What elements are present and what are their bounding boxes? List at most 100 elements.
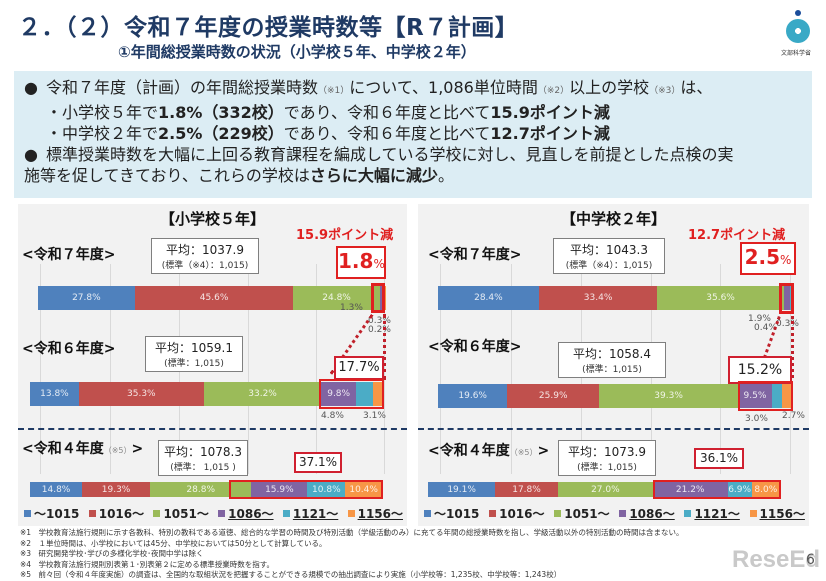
segment-1156: 10.4%: [345, 482, 382, 497]
footnotes: ※1 学校教育法施行規則に示す各教科、特別の教科である道徳、総合的な学習の時間及…: [20, 528, 683, 581]
year-label-r4: <令和４年度（※5）>: [22, 441, 144, 457]
footnote: ※2 １単位時間は、小学校においては45分、中学校においては50分として計算して…: [20, 538, 327, 548]
segment-1016: 17.8%: [495, 482, 558, 497]
dashed-separator: [418, 428, 809, 430]
legend-swatch-icon: [554, 510, 562, 517]
segment-1086: [379, 286, 385, 310]
segment-1086: 9.5%: [738, 384, 772, 408]
highlight-box-r6: [319, 379, 384, 409]
segment-1016: 25.9%: [507, 384, 600, 408]
highlight-box-r4: [653, 480, 781, 499]
legend-swatch-icon: [24, 510, 31, 517]
bullet-icon: ●: [24, 78, 38, 97]
average-box-r7: 平均：1037.9 (標準（※4）：1,015): [151, 238, 259, 274]
logo-text: 文部科学省: [781, 50, 812, 57]
highlight-box-r4: [229, 480, 383, 499]
segment-1051: 28.8%: [150, 482, 252, 497]
segment-1156: 8.0%: [751, 482, 780, 497]
segment-1121: 6.9%: [727, 482, 752, 497]
legend-item: 1086～: [218, 505, 274, 522]
bar-r4: 14.8% 19.3% 28.8% 15.9% 10.8% 10.4%: [30, 482, 382, 497]
highlight-box-r6: [738, 381, 793, 411]
legend-item: ～1015: [424, 505, 479, 522]
year-label-r6: <令和６年度>: [428, 339, 522, 355]
summary-line-5: 施等を促してきており、これらの学校はさらに大幅に減少。: [24, 166, 454, 185]
footnote: ※5 前々回（令和４年度実施）の調査は、全国的な取組状況を把握することができる規…: [20, 570, 562, 579]
highlight-total-r7: 2.5%: [740, 242, 796, 275]
segment-1051: 33.2%: [203, 382, 322, 406]
legend-swatch-icon: [88, 510, 96, 517]
segment-upto-1015: 28.4%: [438, 286, 539, 310]
segment-upto-1015: 13.8%: [30, 382, 79, 406]
legend-swatch-icon: [489, 510, 497, 517]
segment-1051: 24.8%: [293, 286, 380, 310]
legend-item: 1051～: [554, 505, 610, 522]
segment-upto-1015: 27.8%: [38, 286, 135, 310]
legend-swatch-icon: [347, 510, 355, 517]
highlight-total-r7: 1.8%: [336, 246, 386, 279]
footnote: ※4 学校教育法施行規則別表第１･別表第２に定める標準授業時数を指す。: [20, 559, 275, 569]
bullet-icon: ●: [24, 145, 38, 164]
connector-dotted-line: [383, 314, 386, 380]
legend-item: 1121～: [282, 505, 338, 522]
summary-line-3: ・中学校２年で2.5%（229校）であり、令和６年度と比べて12.7ポイント減: [46, 124, 610, 143]
segment-1156: [782, 384, 792, 408]
legend-swatch-icon: [749, 510, 757, 517]
average-box-r4: 平均：1073.9 (標準：1,015): [558, 440, 656, 476]
point-drop-label: 12.7ポイント減: [688, 228, 786, 243]
segment-1086: 21.2%: [652, 482, 728, 497]
point-drop-label: 15.9ポイント減: [296, 228, 394, 243]
legend-item: 1156～: [347, 505, 403, 522]
panel-title: 【小学校５年】: [159, 210, 265, 228]
segment-1016: 45.6%: [134, 286, 294, 310]
legend-swatch-icon: [424, 510, 431, 517]
summary-line-2: ・小学校５年で1.8%（332校）であり、令和６年度と比べて15.9ポイント減: [46, 103, 610, 122]
panel-title: 【中学校２年】: [560, 210, 666, 228]
average-box-r6: 平均：1059.1 (標準：1,015): [145, 336, 243, 372]
page-number: 6: [806, 552, 815, 568]
bar-r4: 19.1% 17.8% 27.0% 21.2% 6.9% 8.0%: [428, 482, 780, 497]
year-label-r7: <令和７年度>: [428, 247, 522, 263]
bar-r6: 13.8% 35.3% 33.2% 9.8%: [30, 382, 384, 406]
legend-item: 1086～: [619, 505, 675, 522]
summary-box: ● 令和７年度（計画）の年間総授業時数（※1）について、1,086単位時間（※2）…: [14, 71, 812, 198]
segment-upto-1015: 19.1%: [428, 482, 496, 497]
chart-legend: ～1015 1016～ 1051～ 1086～ 1121～ 1156～: [424, 505, 805, 522]
average-box-r4: 平均：1078.3 (標準： 1,015 ): [158, 440, 248, 476]
chart-legend: ～1015 1016～ 1051～ 1086～ 1121～ 1156～: [24, 505, 403, 522]
legend-swatch-icon: [619, 510, 627, 517]
logo-circle-icon: [786, 19, 810, 43]
legend-item: 1016～: [489, 505, 545, 522]
segment-1156: [385, 286, 386, 310]
footnote: ※1 学校教育法施行規則に示す各教科、特別の教科である道徳、総合的な学習の時間及…: [20, 528, 684, 537]
segment-upto-1015: 19.6%: [438, 384, 508, 408]
highlight-box-r7: [371, 283, 385, 313]
summary-line-1: ● 令和７年度（計画）の年間総授業時数（※1）について、1,086単位時間（※2）…: [24, 78, 713, 97]
highlight-total-r4: 37.1%: [294, 452, 342, 473]
highlight-total-r6: 17.7%: [334, 356, 384, 380]
bar-r7: 27.8% 45.6% 24.8%: [38, 286, 386, 310]
average-box-r7: 平均：1043.3 (標準（※4）：1,015): [553, 238, 665, 274]
legend-item: ～1015: [24, 505, 79, 522]
year-label-r6: <令和６年度>: [22, 341, 116, 357]
segment-upto-1015: 14.8%: [30, 482, 83, 497]
summary-line-4: ● 標準授業時数を大幅に上回る教育課程を編成している学校に対し、見直しを前提とした…: [24, 145, 734, 164]
highlight-total-r4: 36.1%: [694, 448, 744, 469]
segment-1016: 33.4%: [538, 286, 658, 310]
segment-1051: 35.6%: [657, 286, 784, 310]
highlight-box-r7: [779, 283, 794, 314]
segment-1156: [372, 382, 384, 406]
page-subtitle: ①年間総授業時数の状況（小学校５年、中学校２年）: [118, 43, 476, 61]
segment-1016: 35.3%: [78, 382, 204, 406]
highlight-total-r6: 15.2%: [728, 356, 792, 384]
bar-r6: 19.6% 25.9% 39.3% 9.5%: [438, 384, 792, 408]
connector-dotted-line: [791, 316, 794, 378]
year-label-r7: <令和７年度>: [22, 247, 116, 263]
year-label-r4: <令和４年度（※5）>: [428, 443, 550, 459]
logo-dot-icon: [795, 10, 801, 16]
average-box-r6: 平均：1058.4 (標準：1,015): [558, 342, 666, 378]
segment-1121: [356, 382, 373, 406]
bar-r7: 28.4% 33.4% 35.6%: [438, 286, 793, 310]
segment-1086: 15.9%: [251, 482, 308, 497]
segment-1016: 19.3%: [82, 482, 151, 497]
